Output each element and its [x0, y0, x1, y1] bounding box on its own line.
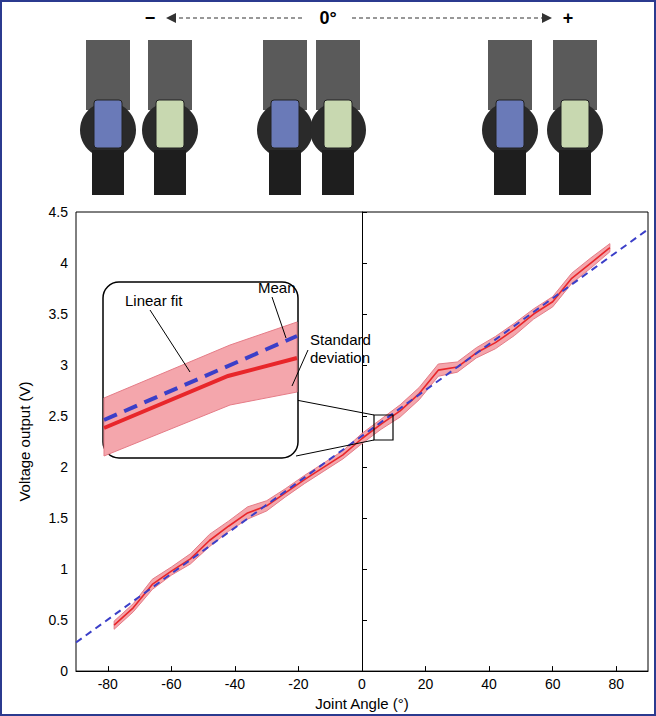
svg-text:3.5: 3.5 [49, 306, 69, 322]
svg-text:3: 3 [60, 357, 68, 373]
svg-text:0: 0 [60, 663, 68, 679]
svg-text:0°: 0° [319, 8, 336, 28]
svg-text:-40: -40 [225, 676, 245, 692]
svg-text:0: 0 [358, 676, 366, 692]
svg-text:4.5: 4.5 [49, 204, 69, 220]
svg-text:1.5: 1.5 [49, 510, 69, 526]
svg-text:Joint Angle (°): Joint Angle (°) [315, 695, 409, 712]
svg-text:Linear fit: Linear fit [125, 292, 183, 309]
svg-text:40: 40 [481, 676, 497, 692]
svg-text:80: 80 [608, 676, 624, 692]
svg-text:+: + [563, 8, 574, 28]
svg-text:-80: -80 [98, 676, 118, 692]
svg-text:0.5: 0.5 [49, 612, 69, 628]
svg-text:Standard: Standard [310, 331, 371, 348]
svg-text:20: 20 [418, 676, 434, 692]
svg-text:2: 2 [60, 459, 68, 475]
svg-text:2.5: 2.5 [49, 408, 69, 424]
svg-text:deviation: deviation [310, 349, 370, 366]
svg-text:4: 4 [60, 255, 68, 271]
svg-text:-60: -60 [161, 676, 181, 692]
svg-text:−: − [145, 8, 156, 28]
svg-text:Mean: Mean [258, 279, 296, 296]
svg-text:60: 60 [545, 676, 561, 692]
svg-text:-20: -20 [288, 676, 308, 692]
svg-text:1: 1 [60, 561, 68, 577]
svg-text:Voltage output (V): Voltage output (V) [16, 382, 33, 502]
